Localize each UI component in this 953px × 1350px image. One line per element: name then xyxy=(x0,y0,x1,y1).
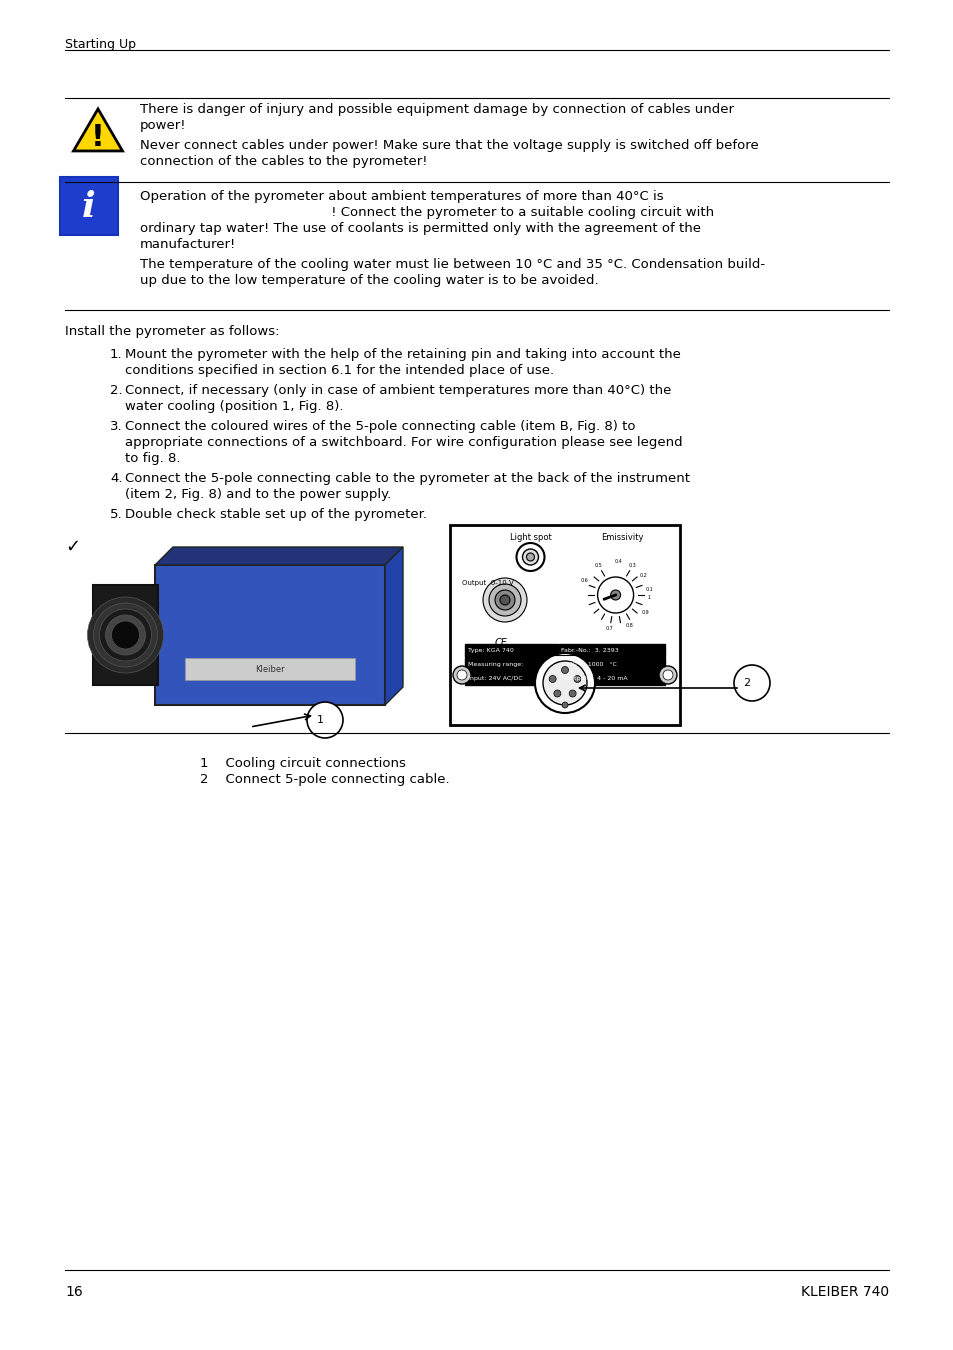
FancyBboxPatch shape xyxy=(464,644,558,657)
Text: Double check stable set up of the pyrometer.: Double check stable set up of the pyrome… xyxy=(125,508,427,521)
Circle shape xyxy=(522,549,537,566)
Text: power!: power! xyxy=(140,119,186,132)
Text: 0.5: 0.5 xyxy=(594,563,602,568)
Text: Connect, if necessary (only in case of ambient temperatures more than 40°C) the: Connect, if necessary (only in case of a… xyxy=(125,383,671,397)
Text: There is danger of injury and possible equipment damage by connection of cables : There is danger of injury and possible e… xyxy=(140,103,733,116)
Text: conditions specified in section 6.1 for the intended place of use.: conditions specified in section 6.1 for … xyxy=(125,364,554,377)
Circle shape xyxy=(561,667,568,674)
Text: 0.1: 0.1 xyxy=(644,587,652,591)
Text: 3.: 3. xyxy=(110,420,123,433)
FancyBboxPatch shape xyxy=(92,585,158,684)
Circle shape xyxy=(549,675,556,683)
Circle shape xyxy=(574,675,580,683)
Text: Light spot: Light spot xyxy=(509,533,551,541)
FancyBboxPatch shape xyxy=(450,525,679,725)
Text: 0.4: 0.4 xyxy=(614,559,621,564)
Text: 1: 1 xyxy=(647,595,650,601)
Circle shape xyxy=(662,670,672,680)
Text: Kleiber: Kleiber xyxy=(254,664,285,674)
Text: Type: KGA 740: Type: KGA 740 xyxy=(468,648,514,653)
Text: 4.: 4. xyxy=(110,472,122,485)
FancyBboxPatch shape xyxy=(154,566,385,705)
Text: 0.3: 0.3 xyxy=(628,563,636,568)
Circle shape xyxy=(526,554,534,562)
Text: (item 2, Fig. 8) and to the power supply.: (item 2, Fig. 8) and to the power supply… xyxy=(125,487,391,501)
Text: Input: 24V AC/DC: Input: 24V AC/DC xyxy=(468,676,522,680)
FancyBboxPatch shape xyxy=(558,672,664,684)
Text: 200  –  1000   °C: 200 – 1000 °C xyxy=(560,662,617,667)
Circle shape xyxy=(597,576,633,613)
Text: Starting Up: Starting Up xyxy=(65,38,136,51)
Circle shape xyxy=(659,666,677,684)
Circle shape xyxy=(499,595,510,605)
Circle shape xyxy=(535,653,595,713)
Polygon shape xyxy=(154,547,402,566)
Text: connection of the cables to the pyrometer!: connection of the cables to the pyromete… xyxy=(140,155,427,167)
Text: up due to the low temperature of the cooling water is to be avoided.: up due to the low temperature of the coo… xyxy=(140,274,598,288)
Text: to fig. 8.: to fig. 8. xyxy=(125,452,180,464)
Text: 16: 16 xyxy=(65,1285,83,1299)
Text: 0.7: 0.7 xyxy=(605,626,613,630)
FancyBboxPatch shape xyxy=(185,657,355,680)
Text: The temperature of the cooling water must lie between 10 °C and 35 °C. Condensat: The temperature of the cooling water mus… xyxy=(140,258,764,271)
Text: ! Connect the pyrometer to a suitable cooling circuit with: ! Connect the pyrometer to a suitable co… xyxy=(140,207,714,219)
Circle shape xyxy=(561,702,567,707)
Circle shape xyxy=(112,621,139,649)
Text: 1    Cooling circuit connections: 1 Cooling circuit connections xyxy=(200,757,405,769)
Circle shape xyxy=(554,690,560,697)
Text: 1: 1 xyxy=(316,716,323,725)
Text: 1.: 1. xyxy=(110,348,123,360)
Text: ✓: ✓ xyxy=(65,539,80,556)
Text: CE: CE xyxy=(495,639,507,648)
Text: !: ! xyxy=(91,123,105,151)
Text: 0.2: 0.2 xyxy=(639,572,647,578)
Circle shape xyxy=(453,666,471,684)
Text: water cooling (position 1, Fig. 8).: water cooling (position 1, Fig. 8). xyxy=(125,400,343,413)
Circle shape xyxy=(542,662,586,705)
Text: 2: 2 xyxy=(742,678,750,688)
Text: Mount the pyrometer with the help of the retaining pin and taking into account t: Mount the pyrometer with the help of the… xyxy=(125,348,680,360)
Text: i: i xyxy=(82,190,95,224)
Circle shape xyxy=(489,585,520,616)
Text: Fabr.-No.:  3. 2393: Fabr.-No.: 3. 2393 xyxy=(560,648,618,653)
Text: manufacturer!: manufacturer! xyxy=(140,238,236,251)
Text: 2.: 2. xyxy=(110,383,123,397)
Text: 0.6: 0.6 xyxy=(580,578,588,583)
Text: 2    Connect 5-pole connecting cable.: 2 Connect 5-pole connecting cable. xyxy=(200,774,449,786)
Text: Never connect cables under power! Make sure that the voltage supply is switched : Never connect cables under power! Make s… xyxy=(140,139,758,153)
FancyBboxPatch shape xyxy=(464,672,558,684)
Text: 5.: 5. xyxy=(110,508,123,521)
Circle shape xyxy=(516,543,544,571)
Text: Output:    4 - 20 mA: Output: 4 - 20 mA xyxy=(560,676,627,680)
FancyBboxPatch shape xyxy=(464,657,558,671)
Circle shape xyxy=(569,690,576,697)
Text: appropriate connections of a switchboard. For wire configuration please see lege: appropriate connections of a switchboard… xyxy=(125,436,682,450)
Text: Connect the 5-pole connecting cable to the pyrometer at the back of the instrume: Connect the 5-pole connecting cable to t… xyxy=(125,472,689,485)
Text: KLEIBER 740: KLEIBER 740 xyxy=(800,1285,888,1299)
Circle shape xyxy=(93,603,157,667)
FancyBboxPatch shape xyxy=(558,644,664,657)
Circle shape xyxy=(307,702,343,738)
Polygon shape xyxy=(73,109,122,151)
Text: Measuring range:: Measuring range: xyxy=(468,662,522,667)
Text: Output  0-10 V: Output 0-10 V xyxy=(461,580,514,586)
Polygon shape xyxy=(385,547,402,705)
Circle shape xyxy=(733,666,769,701)
Circle shape xyxy=(106,616,146,655)
Circle shape xyxy=(495,590,515,610)
Text: ordinary tap water! The use of coolants is permitted only with the agreement of : ordinary tap water! The use of coolants … xyxy=(140,221,700,235)
FancyBboxPatch shape xyxy=(558,657,664,671)
Text: 0.9: 0.9 xyxy=(640,609,648,614)
Text: Connect the coloured wires of the 5-pole connecting cable (item B, Fig. 8) to: Connect the coloured wires of the 5-pole… xyxy=(125,420,635,433)
Text: Emissivity: Emissivity xyxy=(600,533,643,541)
Text: 0.8: 0.8 xyxy=(625,624,633,628)
FancyBboxPatch shape xyxy=(60,177,118,235)
Circle shape xyxy=(456,670,467,680)
Text: Install the pyrometer as follows:: Install the pyrometer as follows: xyxy=(65,325,279,338)
Circle shape xyxy=(99,609,152,662)
Text: Operation of the pyrometer about ambient temperatures of more than 40°C is: Operation of the pyrometer about ambient… xyxy=(140,190,663,202)
Circle shape xyxy=(482,578,526,622)
Circle shape xyxy=(88,597,163,674)
Circle shape xyxy=(610,590,620,599)
